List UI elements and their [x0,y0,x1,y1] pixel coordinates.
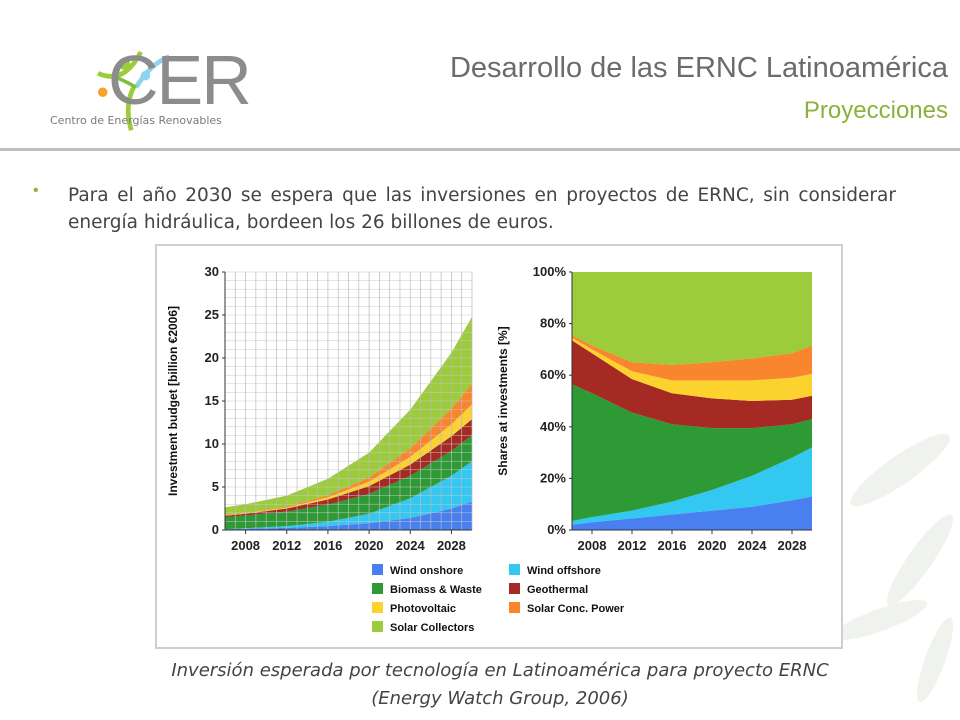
legend-swatch [372,621,383,632]
caption-line-2: (Energy Watch Group, 2006) [371,688,629,709]
x-tick-label: 2008 [231,538,260,553]
x-tick-label: 2012 [618,538,647,553]
page-title: Desarrollo de las ERNC Latinoamérica [449,52,948,84]
x-tick-label: 2028 [778,538,807,553]
logo-subtitle: Centro de Energías Renovables [50,114,222,127]
legend-label: Wind onshore [390,565,463,577]
area-solar-conc-power [572,335,812,381]
bullet-text: Para el año 2030 se espera que las inver… [68,185,896,233]
legend-swatch [372,602,383,613]
area-photovoltaic [572,337,812,401]
y-tick-label: 100% [533,264,567,279]
x-tick-label: 2024 [396,538,426,553]
chart-figure: 0 5 10 15 20 25 30 2008 2012 2016 2020 2024 2028 Inve… [155,244,843,649]
logo-wordmark: CER [108,41,252,119]
legend-label: Wind offshore [527,565,601,577]
area-biomass-waste [572,384,812,521]
y-tick-label: 80% [540,316,566,331]
y-tick-label: 30 [205,264,219,279]
y-tick-label: 15 [205,393,219,408]
y-tick-label: 20% [540,470,566,485]
legend-label: Solar Conc. Power [527,603,625,615]
bullet-icon: • [33,182,39,199]
y-tick-label: 60% [540,367,566,382]
y-tick-label: 20 [205,350,219,365]
x-tick-label: 2024 [738,538,768,553]
x-tick-label: 2020 [355,538,384,553]
area-wind-onshore [572,496,812,530]
page-subtitle: Proyecciones [803,97,948,124]
area-solar-collectors [572,272,812,365]
x-tick-label: 2020 [698,538,727,553]
legend-swatch [509,602,520,613]
legend-label: Biomass & Waste [390,584,482,596]
y-tick-label: 25 [205,307,219,322]
legend-label: Geothermal [527,584,588,596]
y-axis-label: Investment budget [billion €2006] [166,306,180,496]
chart-canvas: 0 5 10 15 20 25 30 2008 2012 2016 2020 2024 2028 Inve… [166,264,812,634]
header-divider [0,148,960,151]
x-tick-label: 2028 [437,538,466,553]
area-wind-offshore [572,447,812,525]
y-tick-label: 40% [540,419,566,434]
x-tick-label: 2016 [658,538,687,553]
y-tick-label: 0 [212,522,219,537]
cer-logo-icon [97,50,171,131]
legend-swatch [509,564,520,575]
y-tick-label: 5 [212,479,219,494]
x-tick-label: 2012 [272,538,301,553]
legend-swatch [372,564,383,575]
legend-label: Photovoltaic [390,603,456,615]
x-tick-label: 2008 [578,538,607,553]
legend-swatch [509,583,520,594]
legend-label: Solar Collectors [390,622,474,634]
y-axis-label: Shares at investments [%] [496,326,510,475]
y-tick-label: 10 [205,436,219,451]
y-tick-label: 0% [547,522,566,537]
caption-line-1: Inversión esperada por tecnología en Lat… [171,660,829,681]
legend-swatch [372,583,383,594]
area-geothermal [572,340,812,429]
x-tick-label: 2016 [313,538,342,553]
